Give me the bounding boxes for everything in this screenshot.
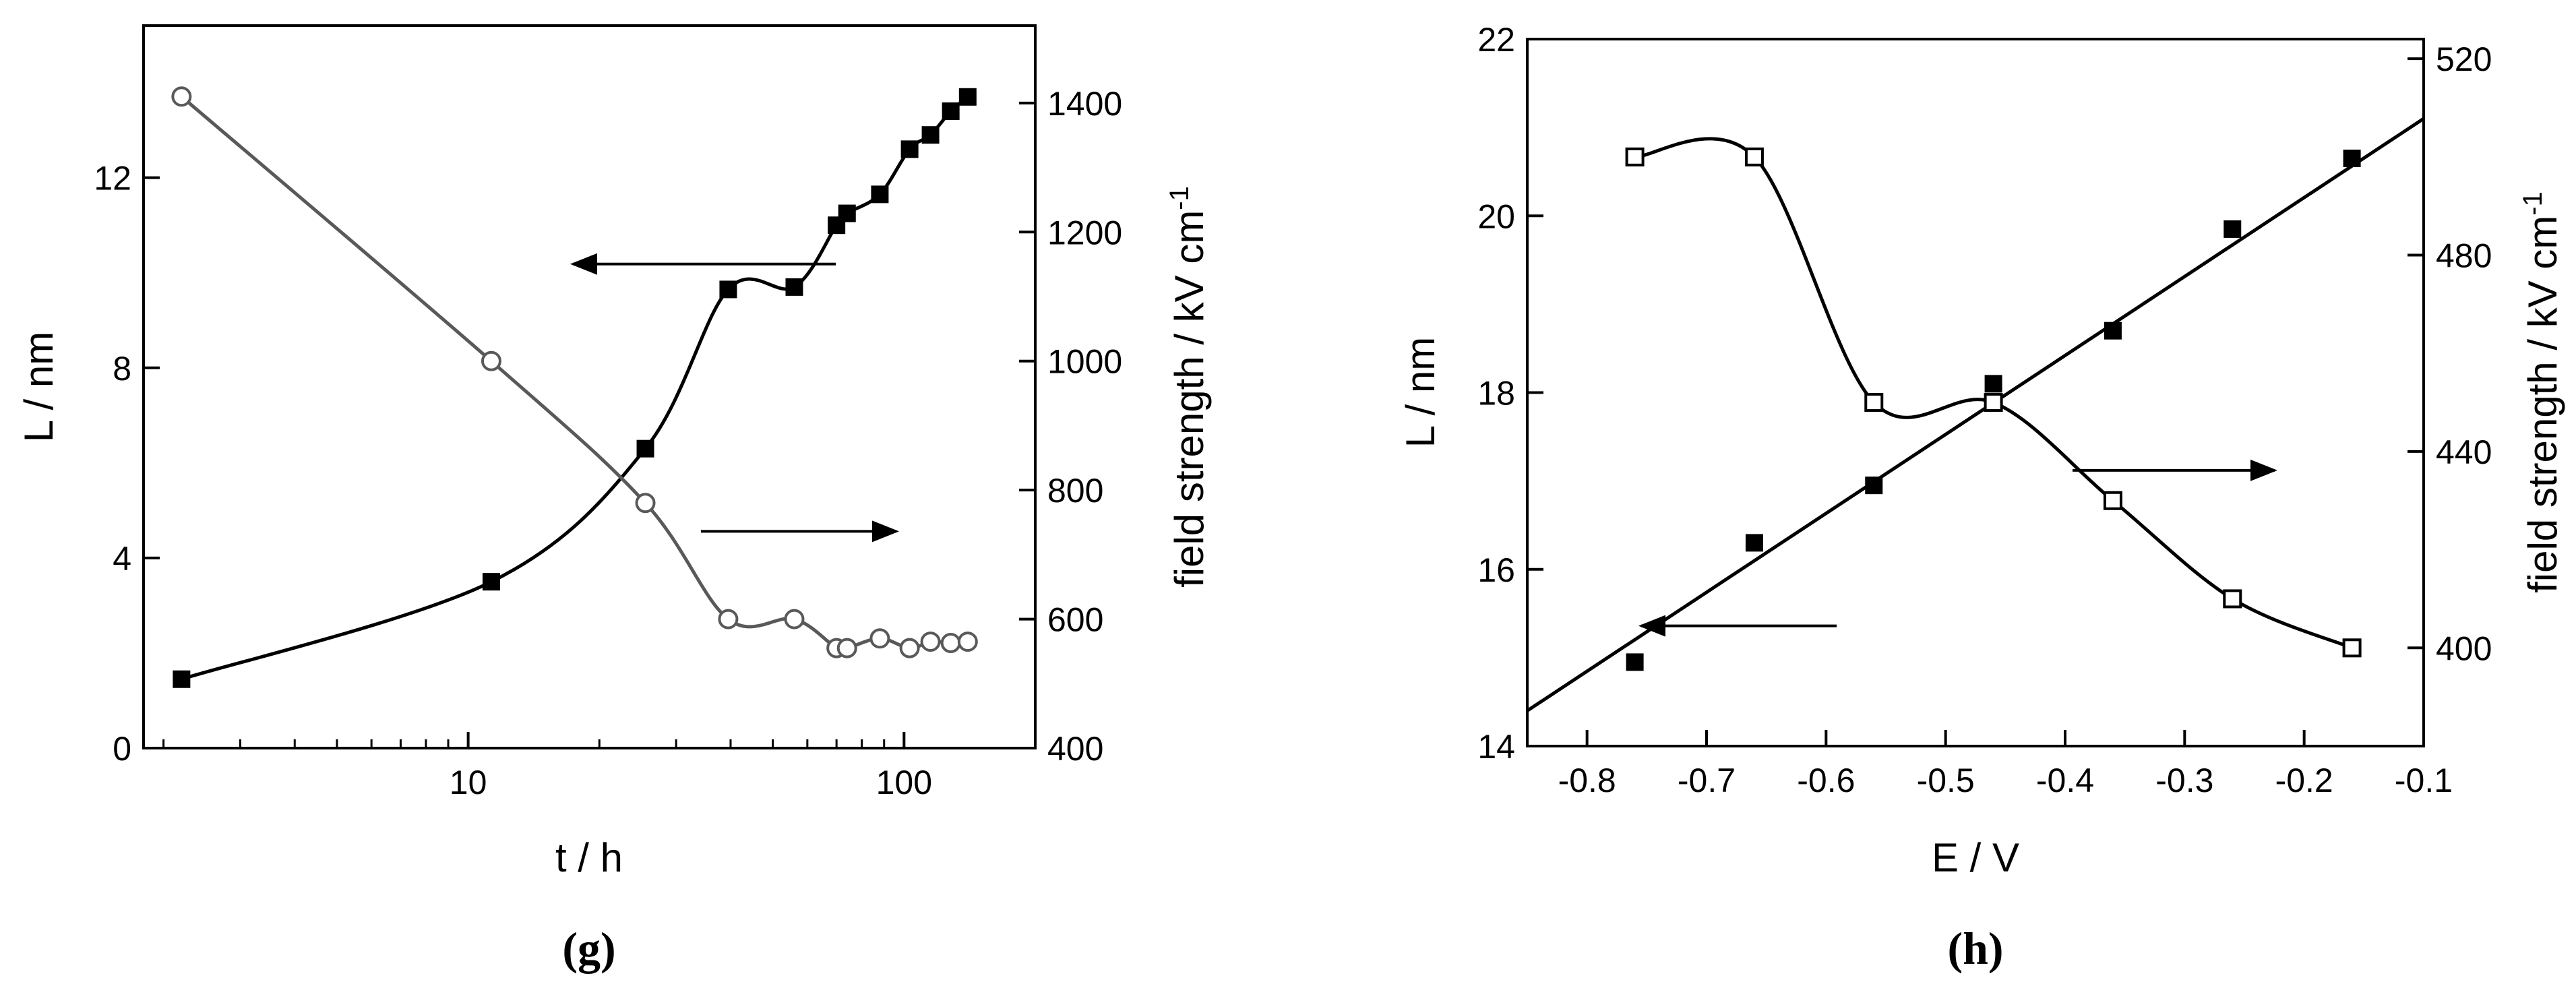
- y-axis-right-title-g: field strength / kV cm-1: [1165, 186, 1212, 588]
- point-g-left-1: [483, 573, 500, 590]
- point-g-left-3: [719, 280, 737, 298]
- y-axis-left-title-g: L / nm: [16, 332, 61, 443]
- point-h-left-3: [1985, 375, 2002, 392]
- point-h-left-4: [2104, 322, 2122, 340]
- point-h-right-2: [1866, 394, 1882, 410]
- arrows-g: [573, 264, 896, 532]
- y-left-tick-label-h-3: 20: [1477, 197, 1515, 235]
- y-right-tick-label-h-0: 400: [2436, 629, 2492, 667]
- curves-g: [181, 96, 967, 679]
- y-right-tick-label-h-1: 440: [2436, 433, 2492, 471]
- y-right-tick-label-g-5: 1400: [1047, 85, 1122, 123]
- y-right-tick-label-g-3: 1000: [1047, 343, 1122, 381]
- plot-frame-g: [144, 26, 1035, 748]
- point-h-right-1: [1746, 149, 1762, 165]
- y-axis-left-title-h: L / nm: [1398, 337, 1443, 448]
- point-h-left-5: [2224, 220, 2241, 238]
- curve-g-1: [181, 96, 967, 650]
- point-h-left-2: [1865, 476, 1882, 494]
- y-left-tick-label-g-3: 12: [94, 160, 131, 197]
- y-left-tick-label-h-2: 18: [1477, 375, 1515, 412]
- point-g-right-9: [922, 633, 940, 650]
- panel-label-h: (h): [1947, 923, 2003, 974]
- point-h-left-0: [1626, 653, 1644, 671]
- x-tick-label-h-1: -0.7: [1678, 762, 1736, 799]
- point-g-right-0: [173, 88, 190, 105]
- y-right-tick-label-h-3: 520: [2436, 40, 2492, 78]
- point-g-left-10: [942, 102, 960, 120]
- point-g-right-1: [483, 352, 500, 370]
- point-g-right-6: [838, 640, 856, 657]
- x-tick-label-h-3: -0.5: [1917, 762, 1975, 799]
- y-axis-right-title-h-text: field strength / kV cm: [2520, 216, 2565, 593]
- arrows-h: [1641, 470, 2275, 626]
- y-axis-right-title-h: field strength / kV cm-1: [2518, 191, 2565, 593]
- curve-g-0: [181, 97, 967, 679]
- y-right-tick-label-g-4: 1200: [1047, 214, 1122, 251]
- y-left-tick-label-g-0: 0: [113, 730, 131, 768]
- point-g-right-3: [719, 611, 737, 628]
- x-tick-label-g-1: 100: [876, 764, 932, 801]
- points-g: [173, 88, 976, 687]
- y-left-tick-label-g-2: 8: [113, 350, 131, 388]
- point-h-left-6: [2343, 150, 2361, 167]
- point-g-left-0: [173, 671, 190, 688]
- point-g-left-8: [901, 140, 919, 158]
- x-tick-label-h-5: -0.3: [2155, 762, 2213, 799]
- x-tick-label-h-2: -0.6: [1797, 762, 1855, 799]
- y-left-tick-label-h-1: 16: [1477, 551, 1515, 589]
- y-right-tick-label-g-0: 400: [1047, 730, 1103, 768]
- points-h: [1626, 149, 2361, 671]
- plot-frame-h: [1527, 39, 2424, 746]
- point-g-left-4: [785, 278, 803, 296]
- y-axis-right-title-h-sup: -1: [2518, 191, 2548, 216]
- panel-label-g: (g): [562, 923, 615, 974]
- point-h-right-0: [1627, 149, 1643, 165]
- point-h-left-1: [1746, 534, 1763, 551]
- y-axis-right-title-g-sup: -1: [1165, 186, 1194, 210]
- chart-panel-h: -0.8 -0.7 -0.6 -0.5 -0.4 -0.3 -0.2 -0.1 14 16 18 20…: [1398, 21, 2565, 974]
- x-tick-label-h-6: -0.2: [2275, 762, 2333, 799]
- point-g-left-6: [838, 205, 856, 222]
- y-left-tick-label-h-4: 22: [1477, 21, 1515, 59]
- point-h-right-4: [2105, 493, 2121, 509]
- x-tick-label-h-0: -0.8: [1558, 762, 1616, 799]
- y-right-tick-label-h-2: 480: [2436, 237, 2492, 275]
- y-right-tick-label-g-2: 800: [1047, 472, 1103, 510]
- point-g-right-11: [959, 633, 977, 650]
- x-tick-label-g-0: 10: [450, 764, 487, 801]
- point-g-right-10: [942, 634, 960, 652]
- point-g-left-11: [959, 88, 977, 106]
- point-h-right-6: [2344, 640, 2360, 656]
- point-g-left-7: [871, 185, 888, 203]
- figure: 10 10004812400600800100012001400 t / h L …: [0, 0, 2576, 984]
- point-g-right-7: [871, 629, 888, 647]
- point-g-right-4: [785, 611, 803, 628]
- point-g-right-8: [901, 640, 919, 657]
- curves-h: [1527, 119, 2424, 711]
- x-tick-label-h-4: -0.4: [2036, 762, 2094, 799]
- y-right-tick-label-g-1: 600: [1047, 601, 1103, 639]
- x-axis-title-h: E / V: [1932, 835, 2019, 880]
- x-axis-title-g: t / h: [555, 835, 623, 880]
- y-left-tick-label-h-0: 14: [1477, 728, 1515, 766]
- fit-line-h: [1527, 119, 2424, 711]
- y-left-tick-label-g-1: 4: [113, 540, 131, 578]
- point-h-right-5: [2224, 590, 2240, 607]
- point-h-right-3: [1986, 394, 2002, 410]
- point-g-left-9: [922, 126, 940, 144]
- point-g-left-2: [637, 440, 654, 458]
- y-axis-right-title-g-text: field strength / kV cm: [1167, 210, 1212, 588]
- point-g-right-2: [637, 494, 654, 512]
- x-tick-label-h-7: -0.1: [2395, 762, 2453, 799]
